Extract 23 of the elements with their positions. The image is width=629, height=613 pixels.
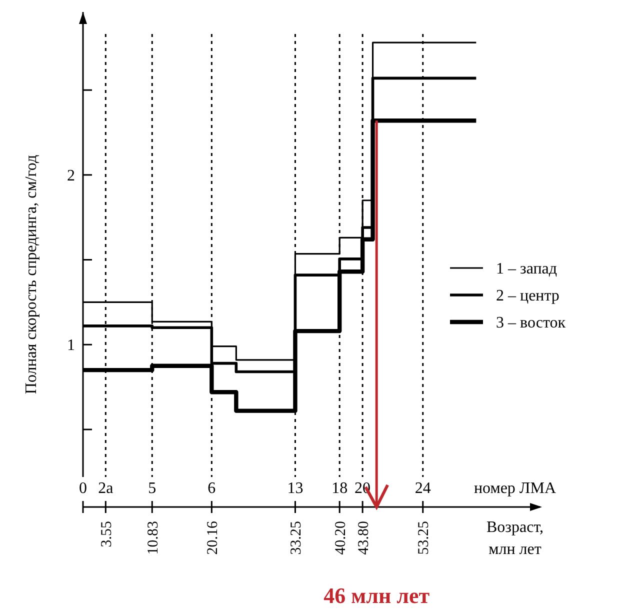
text: 2a <box>98 480 114 497</box>
text: 13 <box>287 480 304 497</box>
ref-line-label: 46 млн лет <box>324 583 430 608</box>
legend-label: 2 – центр <box>496 288 560 305</box>
y-tick-label: 2 <box>67 168 75 185</box>
x-tick-label: 20.16 <box>204 520 221 555</box>
x-tick-label: 43.80 <box>356 521 372 555</box>
x-tick-label: 40.20 <box>332 521 349 555</box>
text: 18 <box>332 480 348 497</box>
x-tick-label: 3.55 <box>98 521 115 548</box>
legend-label: 1 – запад <box>496 260 558 278</box>
y-tick-label: 1 <box>67 337 75 354</box>
x-tick-label: 33.25 <box>288 521 304 555</box>
text: номер ЛМА <box>474 480 556 497</box>
legend-label: 3 – восток <box>496 314 566 332</box>
text: 6 <box>208 480 216 497</box>
text: 24 <box>414 480 431 497</box>
text: 5 <box>148 480 156 497</box>
x-axis-title: Возраст, млн лет <box>486 519 544 558</box>
text: 0 <box>79 480 87 497</box>
x-tick-label: 10.83 <box>145 521 162 555</box>
x-tick-label: 53.25 <box>416 521 432 555</box>
y-axis-title: Полная скорость спрединга, см/год <box>23 154 40 394</box>
